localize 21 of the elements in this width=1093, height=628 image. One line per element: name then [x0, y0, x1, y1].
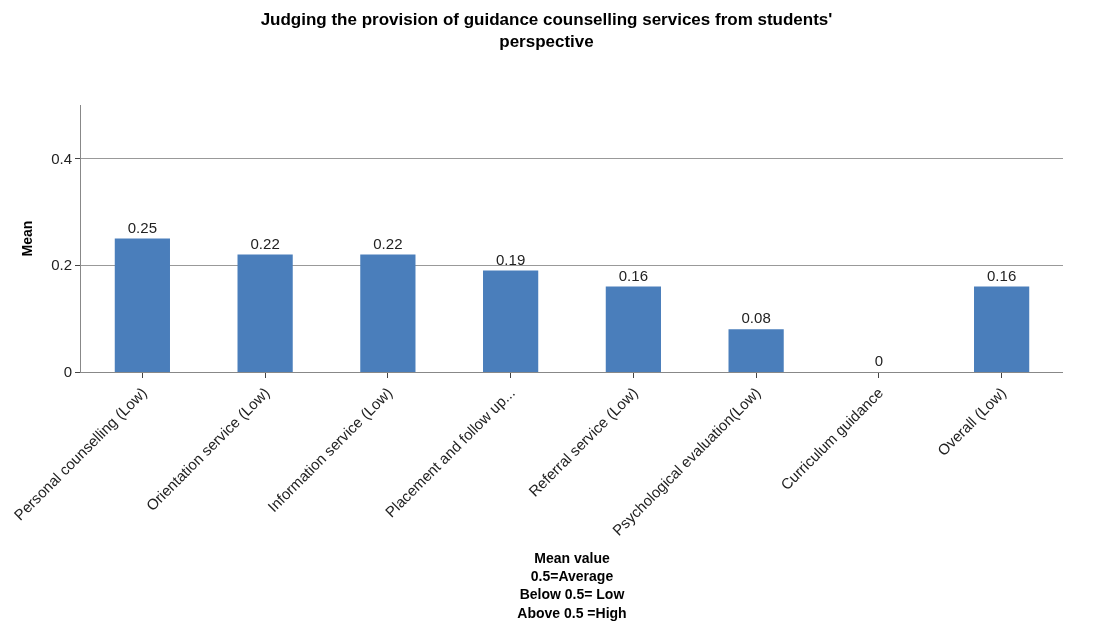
- data-label: 0.19: [496, 250, 526, 268]
- bar: [605, 286, 661, 372]
- y-tick-label: 0.4: [51, 149, 72, 167]
- chart-title: Judging the provision of guidance counselling services from students' perspective: [260, 10, 833, 52]
- bar: [728, 329, 784, 372]
- data-label: 0.08: [741, 309, 771, 327]
- data-label: 0.25: [127, 218, 157, 236]
- data-label: 0.22: [250, 234, 280, 252]
- bar: [237, 254, 293, 372]
- data-label: 0.16: [987, 266, 1017, 284]
- bar: [114, 238, 170, 372]
- x-axis-title: Mean value 0.5=Average Below 0.5= Low Above 0.5 =High: [517, 549, 627, 621]
- bar: [974, 286, 1030, 372]
- data-label: 0.22: [373, 234, 403, 252]
- y-axis-title: Mean: [18, 220, 35, 257]
- bar: [483, 270, 539, 372]
- y-tick-label: 0: [63, 363, 72, 381]
- data-label: 0.16: [618, 266, 648, 284]
- bar: [360, 254, 416, 372]
- data-label: 0: [874, 352, 884, 369]
- y-tick-label: 0.2: [51, 256, 72, 274]
